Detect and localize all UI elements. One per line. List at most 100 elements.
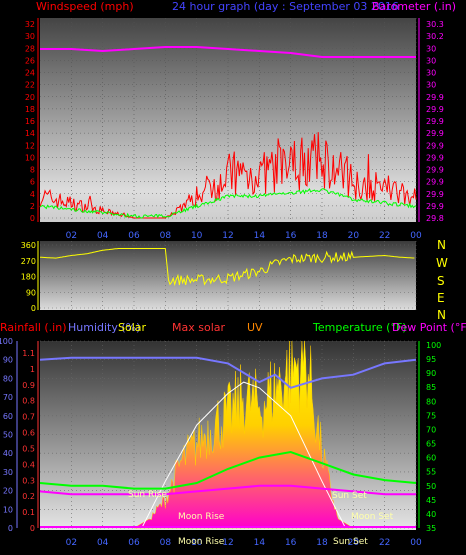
x-tick-label: 08: [160, 231, 172, 241]
rain-axis-tick: 1.1: [22, 349, 35, 358]
legend-temperature: Temperature (°F): [312, 321, 407, 334]
temperature-axis-tick: 85: [426, 383, 436, 392]
temperature-axis-tick: 45: [426, 496, 436, 505]
wind-axis-tick: 6: [30, 178, 35, 187]
rain-axis-tick: 0.3: [22, 476, 35, 485]
wind-axis-tick: 12: [25, 141, 35, 150]
x-tick-label: 20: [348, 231, 360, 241]
wind-axis-tick: 14: [25, 129, 35, 138]
direction-axis-tick: 90: [26, 288, 36, 297]
temperature-line: [39, 450, 417, 490]
wind-axis-tick: 22: [25, 81, 35, 90]
legend-uv: UV: [247, 321, 263, 334]
moon-rise-bottom-label: Moon Rise: [178, 537, 225, 547]
barometer-label: Barometer (.in): [372, 0, 456, 13]
sun-rise-label: Sun Rise: [128, 490, 167, 500]
x-tick-label: 00: [410, 538, 422, 548]
barometer-axis-tick: 30.3: [426, 20, 444, 29]
humidity-axis-tick: 10: [3, 505, 13, 514]
x-tick-label: 02: [66, 538, 77, 548]
wind-axis-tick: 32: [25, 20, 35, 29]
temperature-axis-tick: 40: [426, 510, 436, 519]
moon-rise-label: Moon Rise: [178, 512, 225, 522]
x-tick-label: 00: [410, 231, 422, 241]
wind-axis-tick: 0: [30, 214, 35, 223]
temperature-axis-tick: 55: [426, 468, 436, 477]
wind-axis-tick: 18: [25, 105, 35, 114]
temperature-axis-tick: 50: [426, 482, 436, 491]
moon-set-label: Moon Set: [351, 512, 394, 522]
legend-dewpoint: Dew Point (°F): [392, 321, 466, 334]
direction-axis-tick: 360: [21, 241, 36, 250]
barometer-axis-tick: 30.2: [426, 32, 444, 41]
barometer-axis-tick: 29.9: [426, 117, 444, 126]
temperature-axis-tick: 60: [426, 454, 436, 463]
barometer-axis-tick: 30: [426, 81, 436, 90]
compass-n-bottom: N: [437, 308, 446, 322]
wind-axis-tick: 10: [25, 153, 35, 162]
x-tick-label: 06: [128, 538, 140, 548]
dewpoint-line: [39, 484, 416, 496]
sun-set-bottom-label: Sun Set: [333, 537, 368, 547]
wind-axis-tick: 30: [25, 32, 35, 41]
x-tick-label: 20: [348, 538, 360, 548]
windspeed-line: [39, 132, 417, 219]
x-tick-label: 16: [285, 231, 297, 241]
wind-axis-tick: 26: [25, 56, 35, 65]
rain-axis-tick: 0.5: [22, 444, 35, 453]
wind-axis-tick: 24: [25, 69, 35, 78]
rain-axis-tick: 0.6: [22, 429, 35, 438]
temperature-axis-tick: 35: [426, 524, 436, 533]
solar-panel-axes: 010203040506070809010000.10.20.30.40.50.…: [0, 337, 441, 548]
humidity-axis-tick: 30: [3, 468, 13, 477]
compass-w: W: [436, 256, 448, 270]
wind-panel-bg: [40, 18, 416, 222]
legend-humidity: Humidity (%): [68, 321, 140, 334]
x-tick-label: 12: [222, 538, 233, 548]
rain-axis-tick: 0.2: [22, 492, 35, 501]
wind-direction-axes: 360 270 180 90 0: [21, 241, 39, 313]
temperature-axis-tick: 95: [426, 355, 436, 364]
barometer-axis-tick: 29.9: [426, 166, 444, 175]
humidity-axis-tick: 90: [3, 356, 13, 365]
humidity-axis-tick: 70: [3, 393, 13, 402]
humidity-axis-tick: 80: [3, 374, 13, 383]
barometer-axis-tick: 29.9: [426, 93, 444, 102]
barometer-axis-tick: 29.8: [426, 214, 444, 223]
x-tick-label: 18: [316, 231, 328, 241]
temperature-axis-tick: 80: [426, 397, 436, 406]
rain-axis-tick: 0.9: [22, 381, 35, 390]
x-tick-label: 08: [160, 538, 172, 548]
temperature-axis-tick: 75: [426, 411, 436, 420]
barometer-axis-tick: 29.9: [426, 141, 444, 150]
compass-s: S: [437, 274, 445, 288]
temperature-axis-tick: 65: [426, 440, 436, 449]
humidity-axis-tick: 60: [3, 412, 13, 421]
x-tick-label: 12: [222, 231, 233, 241]
humidity-axis-tick: 40: [3, 449, 13, 458]
x-tick-label: 14: [254, 231, 266, 241]
sun-set-label: Sun Set: [332, 491, 367, 501]
direction-axis-tick: 270: [21, 257, 36, 266]
x-tick-label: 06: [128, 231, 140, 241]
barometer-axis-tick: 30: [426, 69, 436, 78]
temperature-axis-tick: 100: [426, 341, 441, 350]
humidity-axis-tick: 20: [3, 487, 13, 496]
humidity-axis-tick: 50: [3, 431, 13, 440]
barometer-axis-tick: 29.9: [426, 153, 444, 162]
chart-title: 24 hour graph (day : September 03 2016: [172, 0, 399, 13]
compass-e: E: [437, 291, 445, 305]
compass-n-top: N: [437, 238, 446, 252]
windspeed-label: Windspeed (mph): [36, 0, 134, 13]
humidity-axis-tick: 0: [8, 524, 13, 533]
rain-axis-tick: 0.7: [22, 413, 35, 422]
barometer-axis-tick: 29.9: [426, 202, 444, 211]
x-tick-label: 10: [191, 231, 203, 241]
barometer-axis-tick: 29.9: [426, 105, 444, 114]
direction-axis-tick: 180: [21, 273, 36, 282]
barometer-axis-tick: 29.9: [426, 129, 444, 138]
humidity-axis-tick: 100: [0, 337, 13, 346]
legend-rainfall: Rainfall (.in): [0, 321, 67, 334]
wind-axis-tick: 8: [30, 166, 35, 175]
